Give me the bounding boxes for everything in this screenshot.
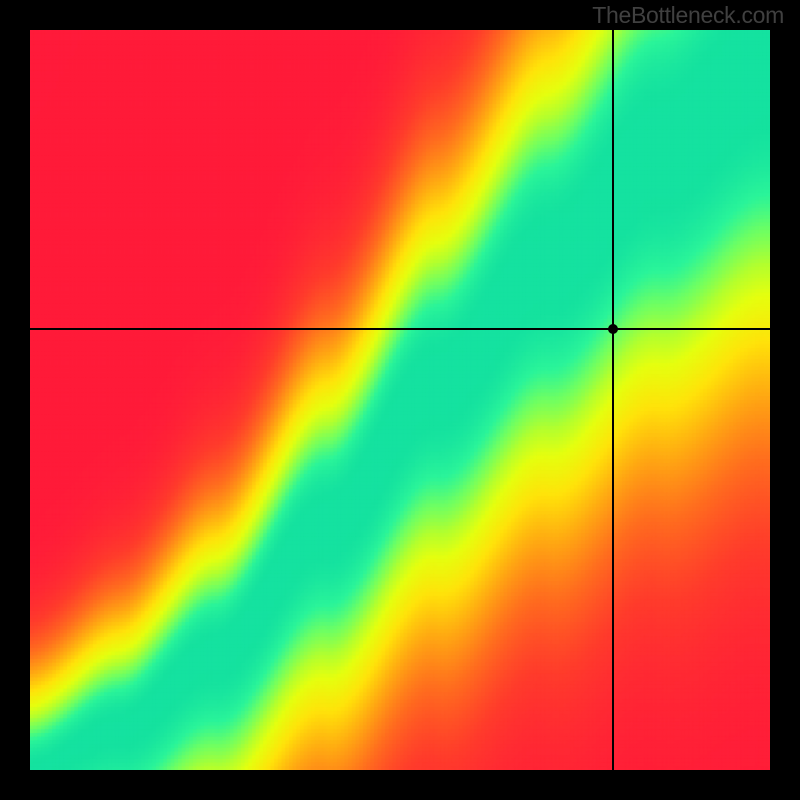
crosshair-marker-dot — [608, 324, 618, 334]
watermark-text: TheBottleneck.com — [592, 2, 784, 29]
bottleneck-heatmap — [30, 30, 770, 770]
chart-container: TheBottleneck.com — [0, 0, 800, 800]
crosshair-vertical-line — [612, 30, 614, 770]
crosshair-horizontal-line — [30, 328, 770, 330]
